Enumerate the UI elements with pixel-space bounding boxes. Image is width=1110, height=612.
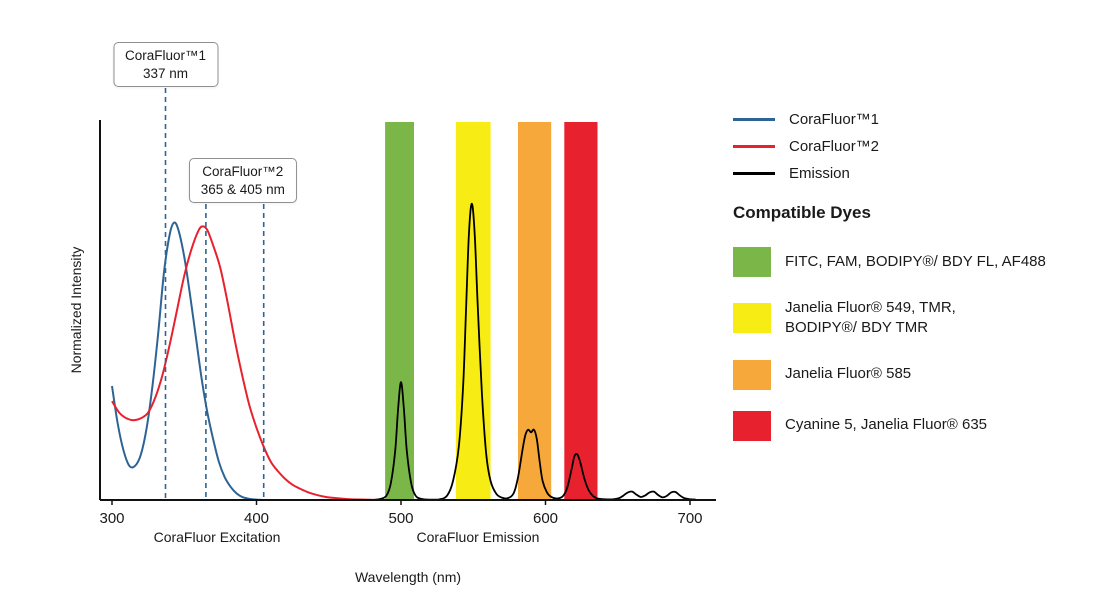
annotation-title: CoraFluor™1 [124, 48, 207, 63]
legend-item: CoraFluor™1 [733, 106, 1105, 133]
x-tick-label: 300 [99, 510, 124, 527]
legend-line-swatch [733, 145, 775, 148]
x-tick-label: 700 [677, 510, 702, 527]
legend-item: CoraFluor™2 [733, 133, 1105, 160]
dye-label: FITC, FAM, BODIPY®/ BDY FL, AF488 [785, 252, 1046, 270]
series-curve-excitation-1 [111, 221, 266, 501]
dye-label: Janelia Fluor® 585 [785, 365, 912, 383]
annotation-corafluor2: CoraFluor™2 365 & 405 nm [188, 158, 297, 204]
legend-entries: CoraFluor™1 CoraFluor™2 Emission [733, 106, 1105, 187]
dye-item-orange: Janelia Fluor® 585 [733, 359, 1105, 390]
dye-item-green: FITC, FAM, BODIPY®/ BDY FL, AF488 [733, 247, 1105, 277]
dye-label: Cyanine 5, Janelia Fluor® 635 [785, 416, 988, 434]
legend-label: CoraFluor™1 [789, 111, 880, 128]
legend-label: CoraFluor™2 [789, 138, 880, 155]
annotation-wavelength: 365 & 405 nm [200, 181, 285, 197]
annotation-title: CoraFluor™2 [202, 164, 284, 179]
filter-band-orange [518, 122, 552, 499]
dye-color-swatch [733, 303, 771, 334]
x-tick-label: 600 [533, 510, 558, 527]
annotation-wavelength: 337 nm [142, 65, 189, 81]
legend-panel: CoraFluor™1 CoraFluor™2 Emission Compatibl… [733, 106, 1105, 462]
filter-band-green [385, 122, 414, 499]
legend-item: Emission [733, 160, 1105, 187]
x-axis-label: Wavelength (nm) [354, 569, 462, 585]
legend-label: Emission [789, 165, 850, 182]
excitation-region-label: CoraFluor Excitation [153, 529, 281, 545]
x-tick-label: 500 [388, 510, 413, 527]
dye-color-swatch [733, 247, 771, 277]
compatible-dyes-heading: Compatible Dyes [733, 203, 871, 222]
legend-line-swatch [733, 118, 775, 121]
dye-list: FITC, FAM, BODIPY®/ BDY FL, AF488 Janelia… [733, 247, 1105, 441]
series-curve-excitation-2 [111, 225, 380, 501]
legend-line-swatch [733, 172, 775, 175]
dye-item-yellow: Janelia Fluor® 549, TMR, BODIPY®/ BDY TM… [733, 298, 1105, 339]
emission-region-label: CoraFluor Emission [416, 529, 540, 545]
x-tick-label: 400 [244, 510, 269, 527]
dye-item-red: Cyanine 5, Janelia Fluor® 635 [733, 410, 1105, 441]
dye-color-swatch [733, 359, 771, 390]
filter-band-red [564, 122, 598, 499]
dye-color-swatch [733, 410, 771, 441]
y-axis-label: Normalized Intensity [68, 246, 84, 374]
annotation-corafluor1: CoraFluor™1 337 nm [112, 42, 219, 88]
dye-label: Janelia Fluor® 549, TMR, BODIPY®/ BDY TM… [785, 299, 956, 337]
